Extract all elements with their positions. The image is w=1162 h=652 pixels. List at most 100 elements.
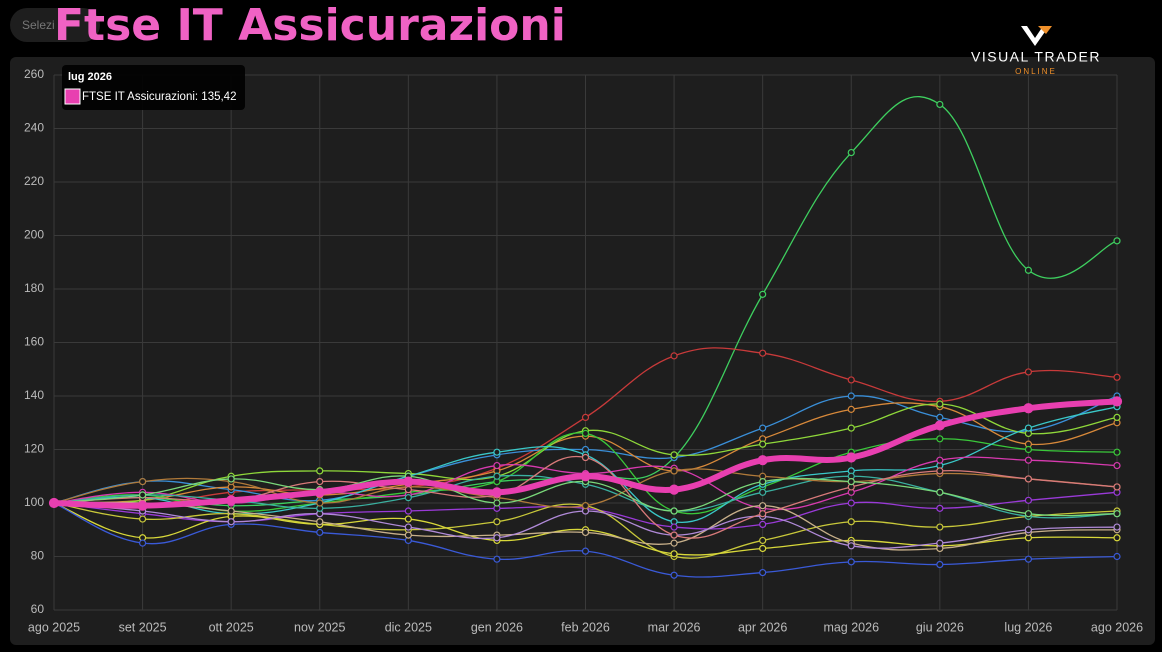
tooltip-title: lug 2026 — [68, 71, 112, 83]
data-point — [759, 488, 767, 496]
data-point — [936, 539, 944, 547]
y-tick-label: 160 — [24, 335, 44, 349]
data-point — [668, 484, 680, 495]
x-tick-label: ago 2025 — [28, 620, 80, 634]
data-point — [404, 486, 412, 494]
data-point — [493, 555, 501, 563]
data-point — [847, 478, 855, 486]
data-point — [1113, 552, 1121, 561]
data-point — [1113, 448, 1121, 456]
logo-text: VISUAL TRADER — [971, 49, 1101, 65]
y-tick-label: 140 — [24, 388, 44, 402]
logo-icon — [1021, 26, 1049, 46]
data-point — [759, 502, 767, 510]
x-tick-label: dic 2025 — [385, 620, 432, 634]
data-point — [936, 467, 944, 475]
data-point — [1024, 424, 1033, 432]
data-point — [1024, 266, 1033, 274]
x-tick-label: set 2025 — [119, 620, 167, 634]
data-point — [670, 550, 678, 558]
x-tick-label: nov 2025 — [294, 620, 345, 634]
data-point — [581, 413, 590, 421]
data-point — [670, 507, 678, 515]
data-point — [1024, 456, 1033, 464]
data-point — [493, 472, 501, 480]
data-point — [670, 352, 678, 360]
data-point — [936, 560, 944, 569]
y-tick-label: 120 — [24, 442, 44, 456]
x-tick-label: feb 2026 — [561, 620, 610, 634]
data-point — [493, 499, 501, 507]
tooltip-box — [62, 65, 245, 110]
y-tick-label: 60 — [31, 602, 45, 616]
data-point — [847, 518, 855, 526]
data-point — [847, 376, 855, 384]
data-point — [581, 547, 590, 555]
data-point — [404, 507, 412, 515]
data-point — [1113, 483, 1121, 491]
data-point — [404, 494, 412, 502]
data-point — [759, 520, 767, 529]
data-point — [404, 531, 412, 539]
data-point — [759, 510, 767, 518]
data-point — [846, 452, 857, 463]
data-point — [227, 475, 235, 483]
data-point — [1023, 403, 1034, 414]
chart-title: Ftse IT Assicurazioni — [54, 0, 566, 51]
data-point — [759, 424, 767, 432]
x-tick-label: ott 2025 — [209, 620, 254, 634]
x-tick-label: apr 2026 — [738, 620, 787, 634]
plot-area: 60 80 100 120 140 160 180 200 220 240 260 ago 2025 s… — [24, 67, 1143, 634]
data-point — [847, 542, 855, 550]
data-point — [936, 100, 944, 109]
data-point — [491, 487, 503, 498]
data-point — [1024, 510, 1033, 518]
data-point — [1111, 396, 1123, 407]
data-point — [936, 456, 944, 464]
data-point — [227, 507, 235, 515]
select-placeholder[interactable]: Selezi — [22, 18, 55, 32]
data-point — [403, 476, 414, 487]
chart-panel — [10, 57, 1155, 645]
data-point — [847, 558, 855, 566]
data-point — [936, 504, 944, 512]
data-point — [759, 568, 767, 577]
data-point — [581, 502, 590, 510]
data-point — [581, 453, 590, 462]
data-point — [670, 571, 678, 579]
logo-icon-accent — [1038, 26, 1052, 34]
data-point — [316, 499, 324, 507]
x-tick-label: giu 2026 — [916, 620, 964, 634]
x-tick-label: lug 2026 — [1004, 620, 1052, 634]
data-point — [670, 451, 678, 459]
data-point — [316, 528, 324, 537]
data-point — [1024, 526, 1033, 534]
data-point — [670, 539, 678, 547]
data-point — [580, 471, 591, 482]
y-tick-label: 200 — [24, 228, 44, 242]
data-point — [1024, 555, 1033, 563]
data-point — [670, 467, 678, 475]
data-point — [936, 435, 944, 443]
y-tick-label: 80 — [31, 549, 45, 563]
data-point — [847, 405, 855, 413]
data-point — [48, 497, 60, 509]
data-point — [757, 455, 768, 466]
data-point — [1113, 534, 1121, 542]
data-point — [1113, 413, 1121, 421]
data-point — [1113, 237, 1121, 245]
data-point — [316, 518, 324, 526]
data-point — [936, 523, 944, 531]
data-point — [137, 500, 148, 511]
series-line — [53, 96, 1118, 507]
x-tick-label: gen 2026 — [471, 620, 523, 634]
x-tick-label: mag 2026 — [823, 620, 879, 634]
y-tick-label: 260 — [24, 67, 44, 81]
tooltip-swatch — [64, 88, 81, 105]
data-point — [936, 400, 944, 408]
select-box[interactable] — [10, 8, 100, 42]
data-point — [670, 531, 678, 539]
data-point — [1024, 496, 1033, 504]
data-point — [1024, 368, 1033, 376]
